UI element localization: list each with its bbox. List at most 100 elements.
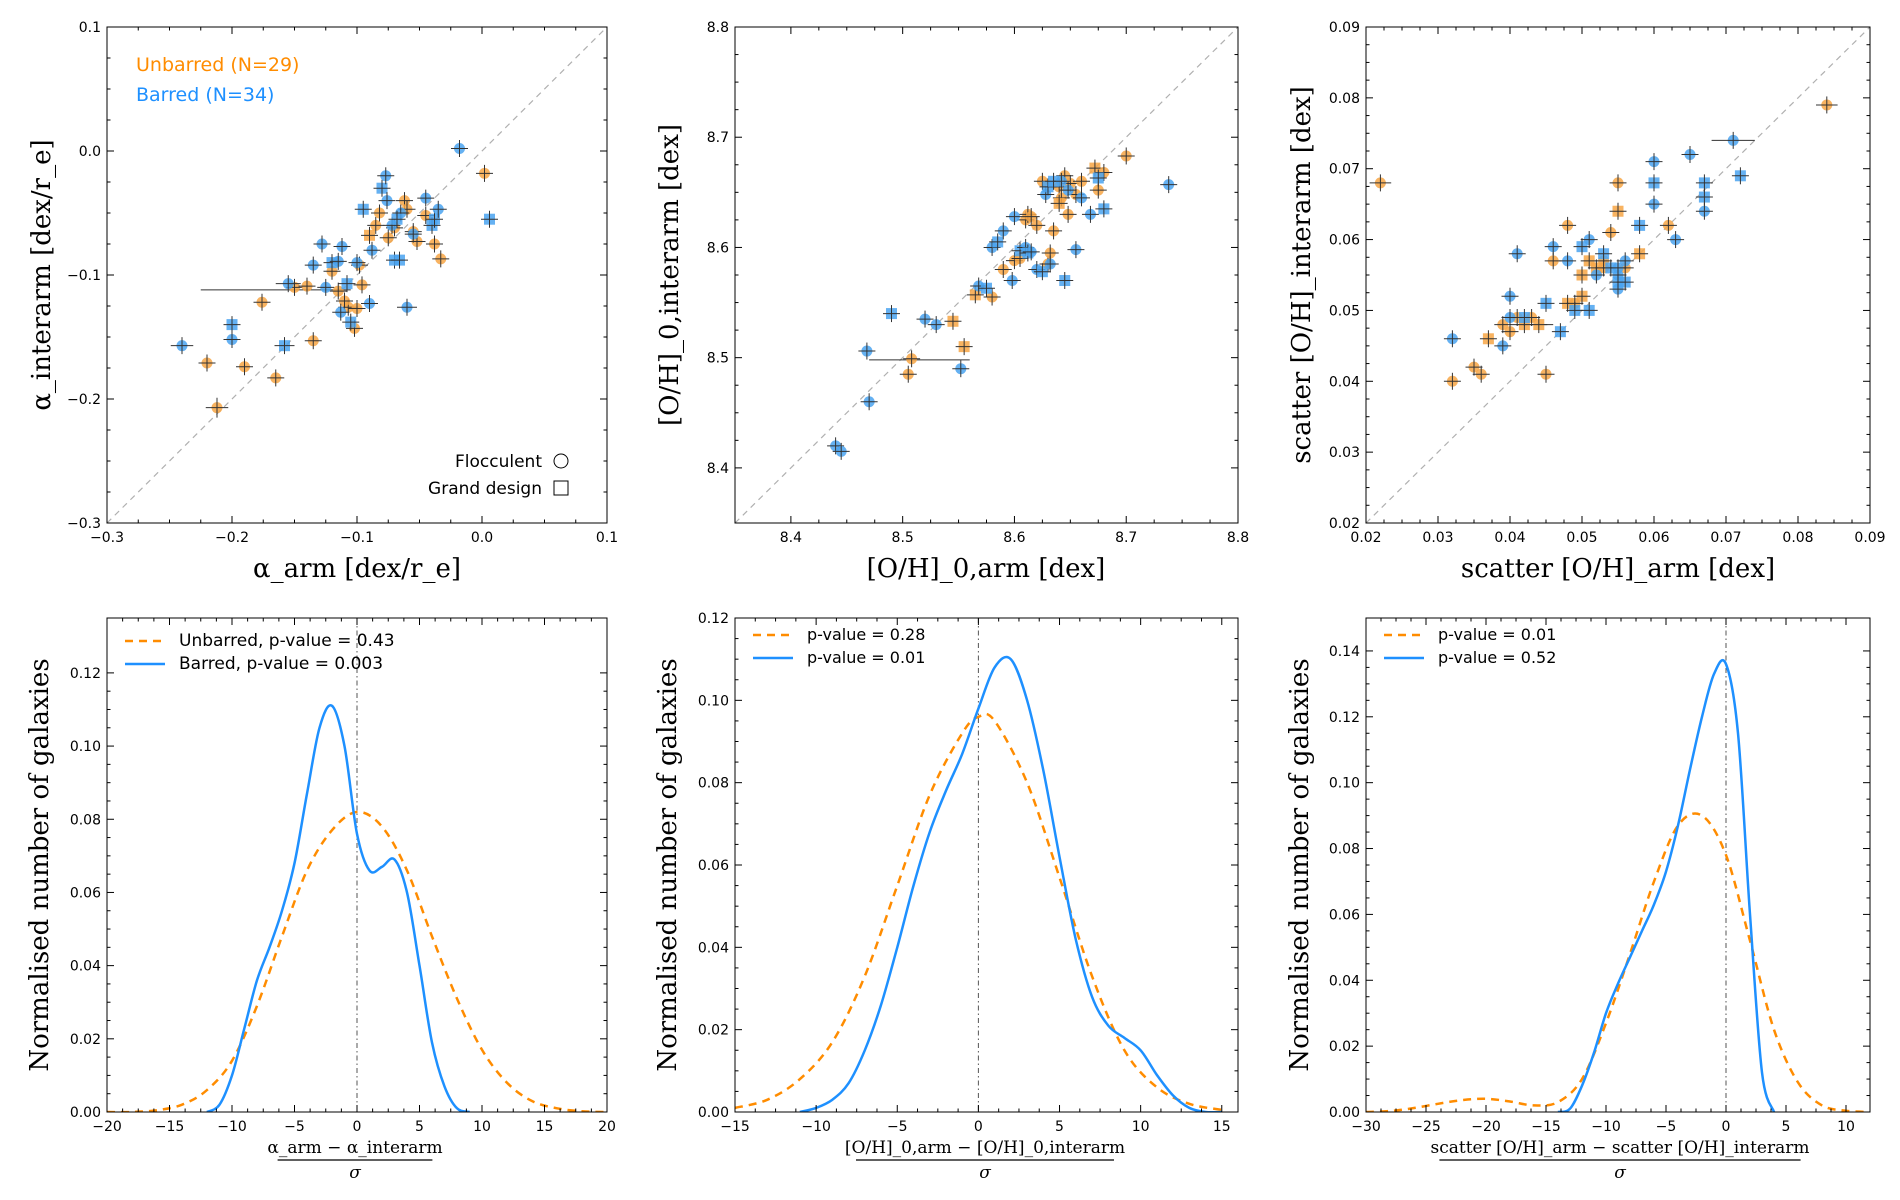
- y-tick-label: 0.10: [1329, 776, 1360, 792]
- x-tick-label: 0.05: [1566, 530, 1597, 546]
- y-tick-label: 8.5: [707, 351, 729, 367]
- x-tick-label: −5: [284, 1119, 305, 1135]
- legend-label: p-value = 0.01: [807, 648, 925, 667]
- kde-lines: [1366, 658, 1870, 1112]
- barred-kde-line: [799, 655, 1222, 1112]
- x-axis-label-denominator: σ: [1614, 1163, 1626, 1183]
- unbarred-kde-line: [1366, 812, 1870, 1112]
- x-tick-label: 10: [473, 1119, 491, 1135]
- y-tick-label: 0.06: [70, 885, 101, 901]
- x-tick-label: −30: [1351, 1119, 1381, 1135]
- legend-barred: Barred (N=34): [136, 84, 274, 106]
- x-tick-label: −0.2: [215, 530, 249, 546]
- x-axis-label: α_arm [dex/r_e]: [253, 554, 461, 584]
- x-tick-label: 0.09: [1854, 530, 1885, 546]
- y-tick-label: 8.4: [707, 461, 729, 477]
- x-axis-label-numerator: scatter [O/H]_arm − scatter [O/H]_intera…: [1431, 1138, 1810, 1158]
- grand-design-marker-icon: [553, 480, 569, 496]
- x-tick-label: −10: [217, 1119, 247, 1135]
- x-tick-label: −20: [92, 1119, 122, 1135]
- one-to-one-line: [734, 26, 1239, 524]
- y-axis-label: α_interarm [dex/r_e]: [27, 139, 57, 410]
- y-axis-label: [O/H]_0,interarm [dex]: [655, 124, 685, 426]
- y-tick-label: 8.6: [707, 240, 729, 256]
- kde-lines: [735, 655, 1223, 1112]
- barred-kde-line: [1557, 658, 1776, 1112]
- legend-label: Barred, p-value = 0.003: [179, 654, 383, 674]
- y-tick-label: 0.0: [79, 144, 101, 160]
- y-tick-label: −0.1: [67, 268, 101, 284]
- y-tick-label: 0.09: [1329, 20, 1360, 36]
- x-tick-label: 0.0: [471, 530, 493, 546]
- x-tick-label: 0.04: [1494, 530, 1525, 546]
- scatter-points: [827, 147, 1178, 460]
- y-tick-label: −0.2: [67, 392, 101, 408]
- y-tick-label: 0.00: [1329, 1105, 1360, 1121]
- x-axis-label-numerator: [O/H]_0,arm − [O/H]_0,interarm: [845, 1138, 1125, 1158]
- legend-unbarred: Unbarred (N=29): [136, 54, 299, 76]
- legend-flocculent: Flocculent: [455, 452, 542, 472]
- y-axis-label: scatter [O/H]_interarm [dex]: [1287, 86, 1317, 464]
- x-tick-label: −10: [1591, 1119, 1621, 1135]
- x-tick-label: 0.02: [1350, 530, 1381, 546]
- y-tick-label: 8.7: [707, 130, 729, 146]
- x-tick-label: 0.03: [1422, 530, 1453, 546]
- y-axis-label: Normalised number of galaxies: [25, 658, 55, 1071]
- x-tick-label: 8.6: [1003, 530, 1025, 546]
- x-tick-label: 8.7: [1115, 530, 1137, 546]
- y-tick-label: 0.08: [1329, 842, 1360, 858]
- y-tick-label: 0.10: [698, 693, 729, 709]
- x-tick-label: 0.1: [596, 530, 618, 546]
- legend-label: p-value = 0.28: [807, 625, 925, 644]
- x-tick-label: 0: [974, 1119, 983, 1135]
- scatter-points: [1369, 96, 1838, 390]
- x-tick-label: −0.3: [90, 530, 124, 546]
- x-tick-label: 20: [598, 1119, 616, 1135]
- y-tick-label: 8.8: [707, 20, 729, 36]
- x-tick-label: 5: [1782, 1119, 1791, 1135]
- legend-label: p-value = 0.01: [1438, 625, 1556, 644]
- x-tick-label: 8.8: [1227, 530, 1249, 546]
- scatter-points: [170, 140, 498, 418]
- x-tick-label: 5: [1055, 1119, 1064, 1135]
- y-tick-label: 0.07: [1329, 162, 1360, 178]
- x-tick-label: 8.4: [780, 530, 802, 546]
- x-tick-label: 0: [1722, 1119, 1731, 1135]
- x-tick-label: −15: [1531, 1119, 1561, 1135]
- x-tick-label: −0.1: [340, 530, 374, 546]
- y-tick-label: 0.14: [1329, 644, 1360, 660]
- y-tick-label: 0.04: [70, 959, 101, 975]
- y-tick-label: 0.03: [1329, 445, 1360, 461]
- x-tick-label: 10: [1837, 1119, 1855, 1135]
- y-tick-label: 0.02: [70, 1032, 101, 1048]
- plot-frame: [1365, 617, 1871, 1113]
- y-tick-label: 0.02: [698, 1023, 729, 1039]
- x-tick-label: −10: [801, 1119, 831, 1135]
- y-tick-label: 0.08: [1329, 91, 1360, 107]
- x-axis-label: scatter [O/H]_arm [dex]: [1461, 554, 1775, 584]
- x-tick-label: −15: [155, 1119, 185, 1135]
- x-tick-label: −20: [1471, 1119, 1501, 1135]
- x-tick-label: 5: [415, 1119, 424, 1135]
- x-axis-label-denominator: σ: [979, 1163, 991, 1183]
- y-tick-label: 0.02: [1329, 1039, 1360, 1055]
- y-tick-label: 0.04: [698, 940, 729, 956]
- y-tick-label: 0.08: [70, 812, 101, 828]
- x-tick-label: 0: [353, 1119, 362, 1135]
- x-tick-label: 15: [1213, 1119, 1231, 1135]
- legend-label: Unbarred, p-value = 0.43: [179, 631, 395, 651]
- x-tick-label: −15: [720, 1119, 750, 1135]
- y-tick-label: 0.05: [1329, 303, 1360, 319]
- y-tick-label: 0.02: [1329, 516, 1360, 532]
- barred-kde-line: [206, 704, 470, 1112]
- x-tick-label: −5: [1656, 1119, 1677, 1135]
- scatter-panel-alpha: −0.3 −0.2 −0.1 0.0 0.1 −0.3 −0.2 −0.1 0.0 0.1 α_ar…: [27, 20, 618, 584]
- x-tick-label: −25: [1411, 1119, 1441, 1135]
- one-to-one-line: [106, 26, 608, 524]
- y-tick-label: 0.08: [698, 776, 729, 792]
- kde-panel-scatter: −30 −25 −20 −15 −10 −5 0 5 10 0.00 0.02 0.04 0.06 0.0…: [1285, 617, 1871, 1183]
- x-axis-label-denominator: σ: [349, 1163, 361, 1183]
- legend-label: p-value = 0.52: [1438, 648, 1556, 667]
- y-axis-label: Normalised number of galaxies: [653, 658, 683, 1071]
